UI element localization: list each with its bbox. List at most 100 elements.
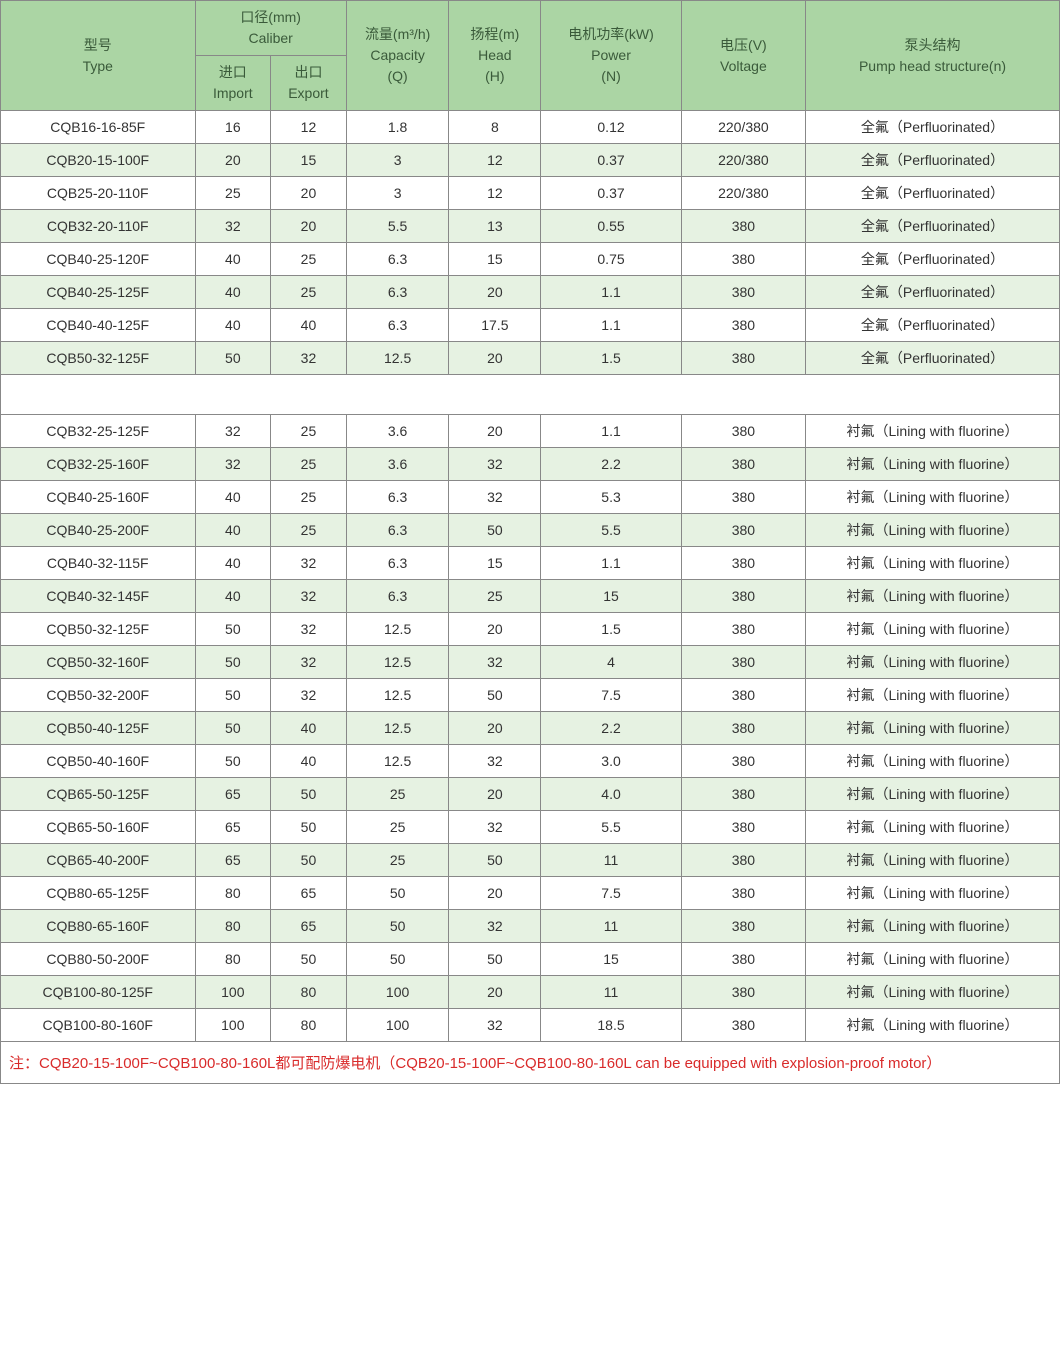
cell-type: CQB32-25-160F (1, 448, 196, 481)
header-power: 电机功率(kW) Power (N) (541, 1, 681, 111)
cell-import: 40 (195, 309, 271, 342)
cell-type: CQB80-65-160F (1, 910, 196, 943)
cell-voltage: 220/380 (681, 111, 805, 144)
cell-structure: 全氟（Perfluorinated） (806, 276, 1060, 309)
cell-type: CQB50-32-125F (1, 613, 196, 646)
table-row: CQB40-25-200F40256.3505.5380衬氟（Lining wi… (1, 514, 1060, 547)
header-head-cn: 扬程(m) (470, 26, 519, 42)
cell-structure: 衬氟（Lining with fluorine） (806, 844, 1060, 877)
cell-head: 32 (449, 481, 541, 514)
cell-voltage: 380 (681, 481, 805, 514)
cell-type: CQB50-32-125F (1, 342, 196, 375)
header-capacity-en: Capacity (370, 47, 424, 63)
cell-capacity: 12.5 (346, 342, 449, 375)
cell-type: CQB20-15-100F (1, 144, 196, 177)
cell-type: CQB40-25-160F (1, 481, 196, 514)
cell-export: 50 (271, 811, 347, 844)
cell-capacity: 100 (346, 976, 449, 1009)
cell-structure: 衬氟（Lining with fluorine） (806, 514, 1060, 547)
cell-voltage: 380 (681, 448, 805, 481)
cell-capacity: 12.5 (346, 646, 449, 679)
cell-structure: 全氟（Perfluorinated） (806, 342, 1060, 375)
cell-export: 20 (271, 210, 347, 243)
table-row: CQB50-32-160F503212.5324380衬氟（Lining wit… (1, 646, 1060, 679)
cell-power: 0.12 (541, 111, 681, 144)
cell-power: 18.5 (541, 1009, 681, 1042)
cell-head: 25 (449, 580, 541, 613)
table-row: CQB16-16-85F16121.880.12220/380全氟（Perflu… (1, 111, 1060, 144)
cell-structure: 衬氟（Lining with fluorine） (806, 877, 1060, 910)
cell-head: 50 (449, 679, 541, 712)
cell-structure: 衬氟（Lining with fluorine） (806, 415, 1060, 448)
cell-power: 11 (541, 976, 681, 1009)
table-row: CQB80-50-200F8050505015380衬氟（Lining with… (1, 943, 1060, 976)
cell-type: CQB100-80-125F (1, 976, 196, 1009)
header-import-en: Import (213, 85, 253, 101)
header-import-cn: 进口 (219, 64, 247, 80)
cell-type: CQB50-40-160F (1, 745, 196, 778)
cell-capacity: 3 (346, 177, 449, 210)
cell-structure: 衬氟（Lining with fluorine） (806, 811, 1060, 844)
cell-power: 7.5 (541, 877, 681, 910)
cell-export: 40 (271, 712, 347, 745)
cell-type: CQB40-25-120F (1, 243, 196, 276)
cell-import: 80 (195, 877, 271, 910)
cell-capacity: 6.3 (346, 309, 449, 342)
cell-export: 25 (271, 481, 347, 514)
header-voltage: 电压(V) Voltage (681, 1, 805, 111)
cell-type: CQB50-32-200F (1, 679, 196, 712)
cell-import: 50 (195, 613, 271, 646)
cell-head: 20 (449, 877, 541, 910)
cell-power: 2.2 (541, 712, 681, 745)
cell-head: 32 (449, 448, 541, 481)
cell-import: 32 (195, 448, 271, 481)
cell-head: 32 (449, 910, 541, 943)
table-row: CQB32-25-160F32253.6322.2380衬氟（Lining wi… (1, 448, 1060, 481)
cell-voltage: 380 (681, 910, 805, 943)
cell-export: 50 (271, 844, 347, 877)
cell-power: 0.37 (541, 177, 681, 210)
header-caliber-en: Caliber (248, 30, 292, 46)
table-row: CQB80-65-125F806550207.5380衬氟（Lining wit… (1, 877, 1060, 910)
cell-type: CQB50-40-125F (1, 712, 196, 745)
table-row: CQB65-40-200F6550255011380衬氟（Lining with… (1, 844, 1060, 877)
cell-head: 20 (449, 778, 541, 811)
cell-export: 25 (271, 415, 347, 448)
table-row: CQB50-32-125F503212.5201.5380全氟（Perfluor… (1, 342, 1060, 375)
pump-spec-table: 型号 Type 口径(mm) Caliber 流量(m³/h) Capacity… (0, 0, 1060, 1042)
cell-import: 100 (195, 976, 271, 1009)
cell-power: 1.5 (541, 613, 681, 646)
cell-import: 80 (195, 943, 271, 976)
cell-capacity: 6.3 (346, 276, 449, 309)
cell-structure: 全氟（Perfluorinated） (806, 243, 1060, 276)
cell-head: 20 (449, 712, 541, 745)
cell-export: 32 (271, 547, 347, 580)
cell-import: 65 (195, 844, 271, 877)
cell-power: 1.1 (541, 276, 681, 309)
table-header: 型号 Type 口径(mm) Caliber 流量(m³/h) Capacity… (1, 1, 1060, 111)
cell-type: CQB100-80-160F (1, 1009, 196, 1042)
cell-head: 32 (449, 1009, 541, 1042)
header-power-en: Power (591, 47, 631, 63)
cell-type: CQB40-25-200F (1, 514, 196, 547)
cell-export: 32 (271, 613, 347, 646)
cell-export: 20 (271, 177, 347, 210)
cell-capacity: 12.5 (346, 613, 449, 646)
cell-voltage: 380 (681, 976, 805, 1009)
cell-voltage: 380 (681, 613, 805, 646)
cell-voltage: 220/380 (681, 177, 805, 210)
cell-capacity: 25 (346, 811, 449, 844)
table-row: CQB50-40-125F504012.5202.2380衬氟（Lining w… (1, 712, 1060, 745)
cell-capacity: 12.5 (346, 679, 449, 712)
header-type-en: Type (83, 58, 113, 74)
cell-export: 65 (271, 877, 347, 910)
header-export: 出口 Export (271, 56, 347, 111)
cell-export: 65 (271, 910, 347, 943)
cell-export: 15 (271, 144, 347, 177)
cell-capacity: 3 (346, 144, 449, 177)
cell-type: CQB80-50-200F (1, 943, 196, 976)
cell-structure: 全氟（Perfluorinated） (806, 111, 1060, 144)
cell-power: 5.3 (541, 481, 681, 514)
cell-voltage: 380 (681, 276, 805, 309)
cell-import: 40 (195, 481, 271, 514)
